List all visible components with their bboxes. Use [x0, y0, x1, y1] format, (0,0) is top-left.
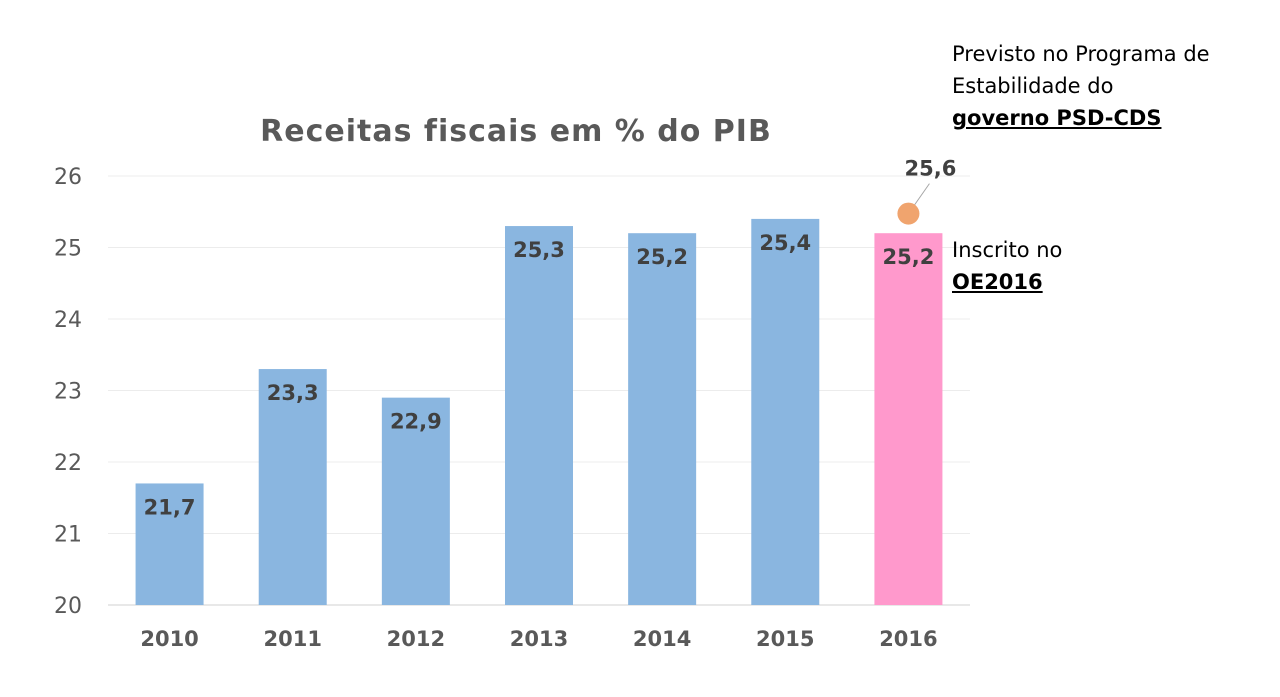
x-tick-label: 2010	[140, 627, 198, 651]
data-label: 25,2	[636, 245, 688, 269]
y-axis: 20 21 22 23 24 25 26	[54, 165, 82, 619]
chart-title: Receitas fiscais em % do PIB	[260, 114, 772, 149]
x-tick-label: 2014	[633, 627, 691, 651]
forecast-point-label: 25,6	[905, 157, 957, 181]
y-tick-label: 22	[54, 451, 82, 476]
bar-2010	[135, 483, 204, 605]
bar-2016	[874, 233, 943, 605]
x-tick-label: 2015	[756, 627, 814, 651]
bar-2015	[751, 218, 820, 605]
annotation-bold: governo PSD-CDS	[952, 106, 1162, 130]
x-tick-label: 2013	[510, 627, 568, 651]
annotation-line: Inscrito no	[952, 238, 1063, 262]
data-label: 22,9	[390, 410, 442, 434]
data-label: 25,2	[883, 245, 935, 269]
bar-2013	[505, 226, 573, 606]
x-tick-label: 2011	[263, 627, 321, 651]
annotation-line: Previsto no Programa de	[952, 42, 1210, 66]
annotation-bold: OE2016	[952, 270, 1043, 294]
bar-2011	[258, 369, 327, 605]
annotation-forecast: Previsto no Programa de Estabilidade do …	[952, 38, 1210, 134]
y-tick-label: 25	[54, 237, 82, 262]
y-tick-label: 23	[54, 380, 82, 405]
bars: 21,7 23,3 22,9 25,3 25,2 25,4 25,2	[135, 218, 943, 606]
y-tick-label: 26	[54, 165, 82, 190]
extra-point-group: 25,6	[897, 157, 956, 225]
data-label: 25,3	[513, 238, 565, 262]
data-label: 25,4	[759, 231, 811, 255]
forecast-point	[897, 202, 920, 225]
bar-2012	[381, 397, 450, 605]
y-tick-label: 24	[54, 308, 82, 333]
y-tick-label: 20	[54, 594, 82, 619]
x-tick-label: 2012	[387, 627, 445, 651]
data-label: 21,7	[144, 495, 196, 519]
annotation-budget: Inscrito no OE2016	[952, 234, 1062, 298]
annotation-line: Estabilidade do	[952, 74, 1114, 98]
x-tick-label: 2016	[879, 627, 937, 651]
data-label: 23,3	[267, 381, 319, 405]
x-axis: 2010 2011 2012 2013 2014 2015 2016	[140, 627, 937, 651]
bar-2014	[628, 233, 697, 605]
y-tick-label: 21	[54, 523, 82, 548]
